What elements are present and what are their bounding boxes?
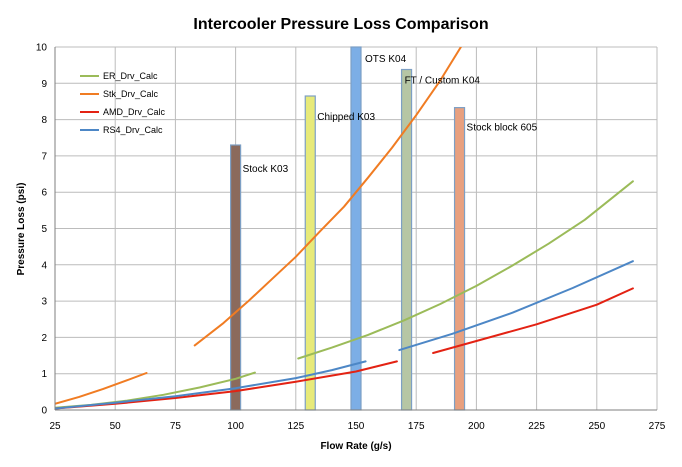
- y-tick-label: 8: [41, 115, 47, 126]
- bar-group: [230, 46, 466, 411]
- x-tick-label: 125: [287, 421, 304, 432]
- x-axis-title: Flow Rate (g/s): [320, 441, 391, 452]
- bar-4: [453, 107, 466, 411]
- bar-label-1: Chipped K03: [317, 112, 375, 123]
- y-tick-label: 2: [41, 333, 47, 344]
- y-tick-label: 6: [41, 188, 47, 199]
- bar-annotations: Stock K03 Chipped K03 OTS K04 FT / Custom K…: [243, 54, 538, 175]
- legend-label-2: AMD_Drv_Calc: [103, 107, 166, 117]
- series-line-1-segment-1: [193, 47, 463, 347]
- legend-label-3: RS4_Drv_Calc: [103, 125, 163, 135]
- series-line-3-segment-1: [398, 260, 634, 352]
- y-tick-label: 5: [41, 224, 47, 235]
- y-tick-label: 9: [41, 79, 47, 90]
- series-line-2-segment-0: [55, 360, 398, 410]
- bar-label-4: Stock block 605: [467, 123, 538, 134]
- y-tick-labels: 0 1 2 3 4 5 6 7 8 9 10: [36, 43, 48, 417]
- bar-1: [304, 95, 316, 411]
- x-tick-label: 275: [649, 421, 666, 432]
- bar-0: [230, 144, 242, 411]
- y-tick-label: 7: [41, 151, 47, 162]
- x-tick-label: 25: [49, 421, 61, 432]
- y-tick-label: 10: [36, 43, 48, 54]
- x-tick-labels: 25 50 75 100 125 150 175 200 225 250 275: [49, 421, 665, 432]
- x-tick-label: 100: [227, 421, 244, 432]
- x-tick-label: 50: [110, 421, 122, 432]
- bar-label-0: Stock K03: [243, 164, 289, 175]
- y-axis-title: Pressure Loss (psi): [16, 183, 27, 276]
- chart-title: Intercooler Pressure Loss Comparison: [193, 16, 488, 33]
- bar-2: [350, 46, 362, 411]
- x-tick-label: 200: [468, 421, 485, 432]
- y-tick-label: 1: [41, 369, 47, 380]
- series-line-3-segment-0: [55, 360, 367, 410]
- axes: [54, 47, 657, 411]
- x-tick-label: 75: [170, 421, 182, 432]
- series-line-0-segment-1: [297, 180, 634, 360]
- bar-3: [400, 68, 413, 411]
- x-tick-label: 225: [528, 421, 545, 432]
- bar-label-2: OTS K04: [365, 54, 407, 65]
- y-tick-label: 4: [41, 260, 47, 271]
- y-tick-label: 3: [41, 297, 47, 308]
- bar-label-3: FT / Custom K04: [405, 76, 481, 87]
- legend-label-0: ER_Drv_Calc: [103, 71, 158, 81]
- x-tick-label: 150: [348, 421, 365, 432]
- series-line-1-segment-0: [55, 372, 148, 405]
- legend: ER_Drv_Calc Stk_Drv_Calc AMD_Drv_Calc RS4_D…: [80, 71, 166, 135]
- series-lines: [55, 47, 634, 410]
- legend-label-1: Stk_Drv_Calc: [103, 89, 159, 99]
- x-tick-label: 175: [408, 421, 425, 432]
- series-line-2-segment-1: [432, 287, 634, 354]
- y-tick-label: 0: [41, 406, 47, 417]
- x-tick-label: 250: [588, 421, 605, 432]
